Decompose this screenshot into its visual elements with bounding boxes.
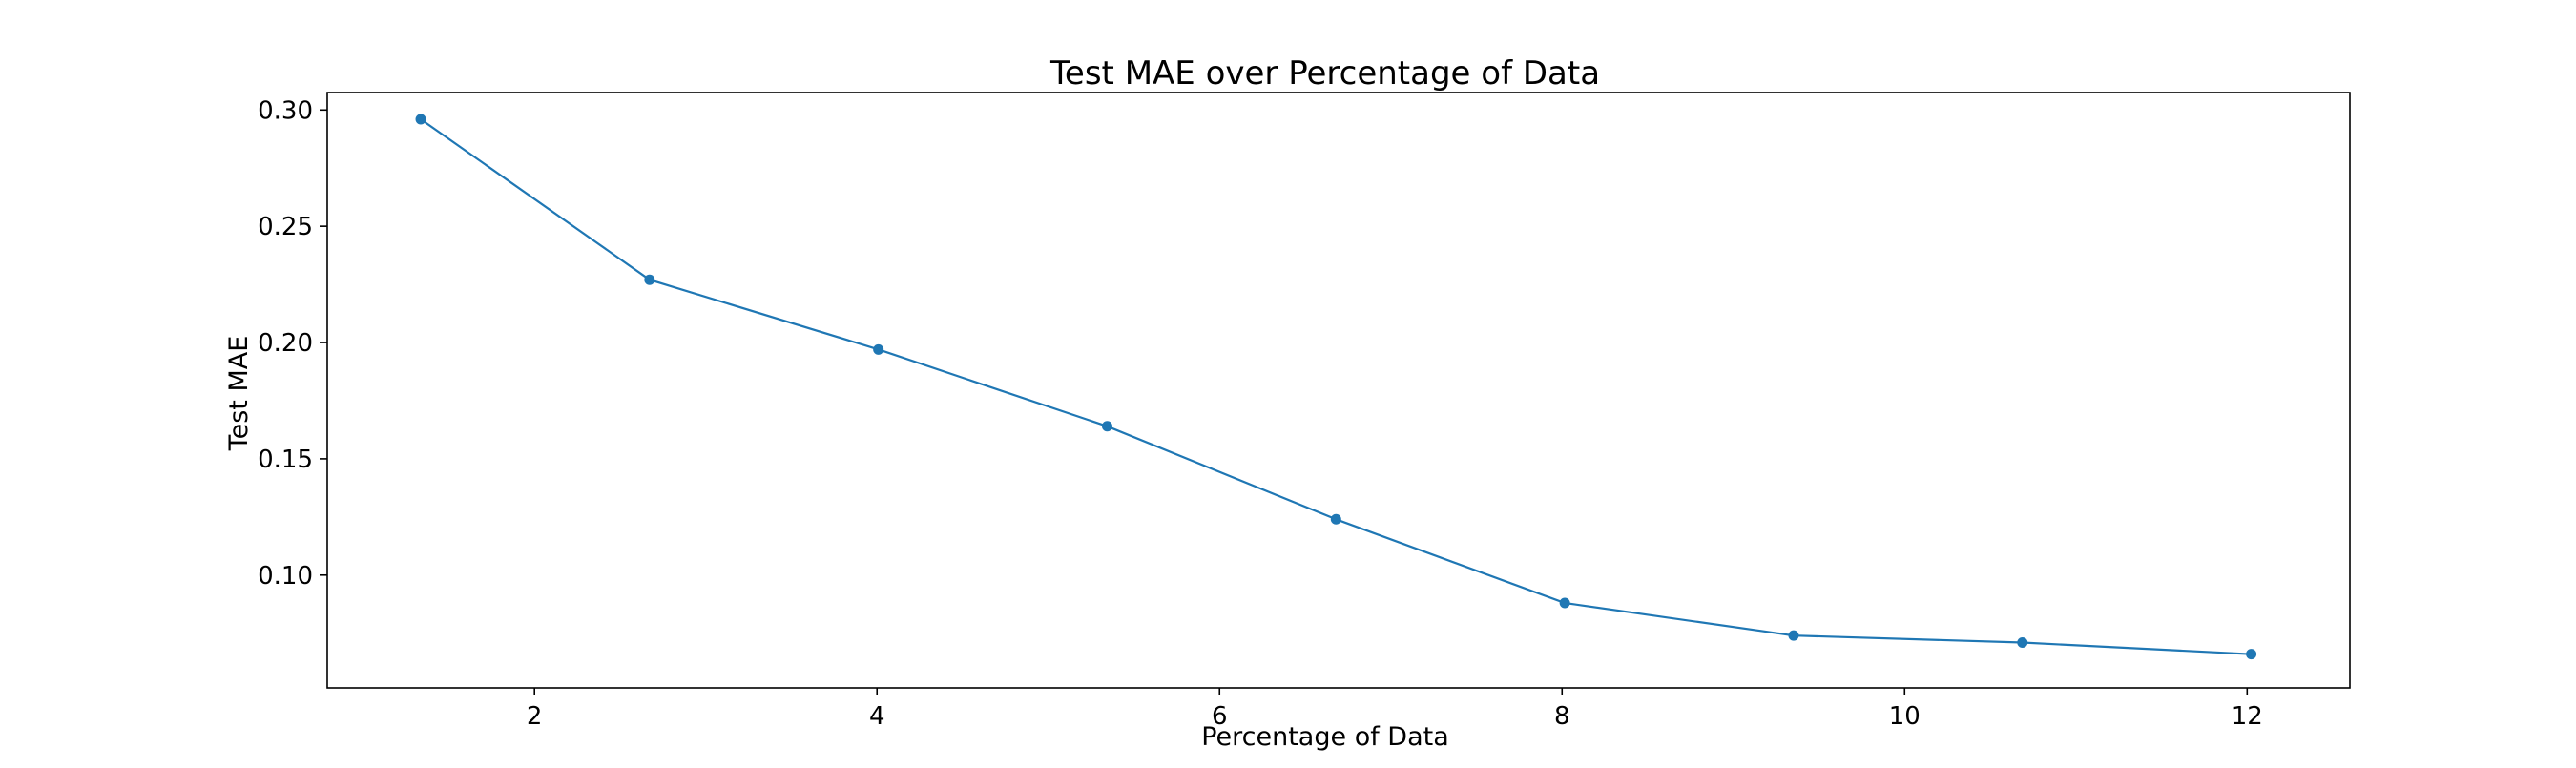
y-tick-label: 0.30	[258, 96, 313, 125]
y-tick-label: 0.20	[258, 329, 313, 358]
x-tick-label: 4	[869, 702, 885, 731]
data-point	[2246, 649, 2257, 660]
plot-area: 2 4 6 8 10 12 0.10 0.15 0.20 0.25 0.30	[258, 92, 2351, 731]
y-tick-label: 0.25	[258, 213, 313, 241]
x-tick-label: 8	[1554, 702, 1570, 731]
x-tick-label: 10	[1889, 702, 1921, 731]
series-line	[420, 118, 2252, 655]
data-point	[873, 343, 884, 355]
data-point	[415, 114, 426, 125]
y-axis-label: Test MAE	[224, 336, 254, 452]
plot-frame	[326, 92, 2351, 689]
data-point	[2017, 636, 2028, 648]
x-tick-label: 2	[527, 702, 543, 731]
y-tick-label: 0.15	[258, 446, 313, 474]
y-tick-label: 0.10	[258, 562, 313, 591]
data-point	[1788, 630, 1799, 641]
x-tick-label: 12	[2232, 702, 2263, 731]
x-axis-label: Percentage of Data	[1201, 722, 1449, 752]
chart-title: Test MAE over Percentage of Data	[1049, 54, 1600, 93]
data-point	[1330, 513, 1341, 525]
x-tick-label: 6	[1212, 702, 1228, 731]
data-point	[1101, 421, 1112, 432]
data-point	[644, 274, 655, 285]
data-point	[1559, 597, 1570, 609]
